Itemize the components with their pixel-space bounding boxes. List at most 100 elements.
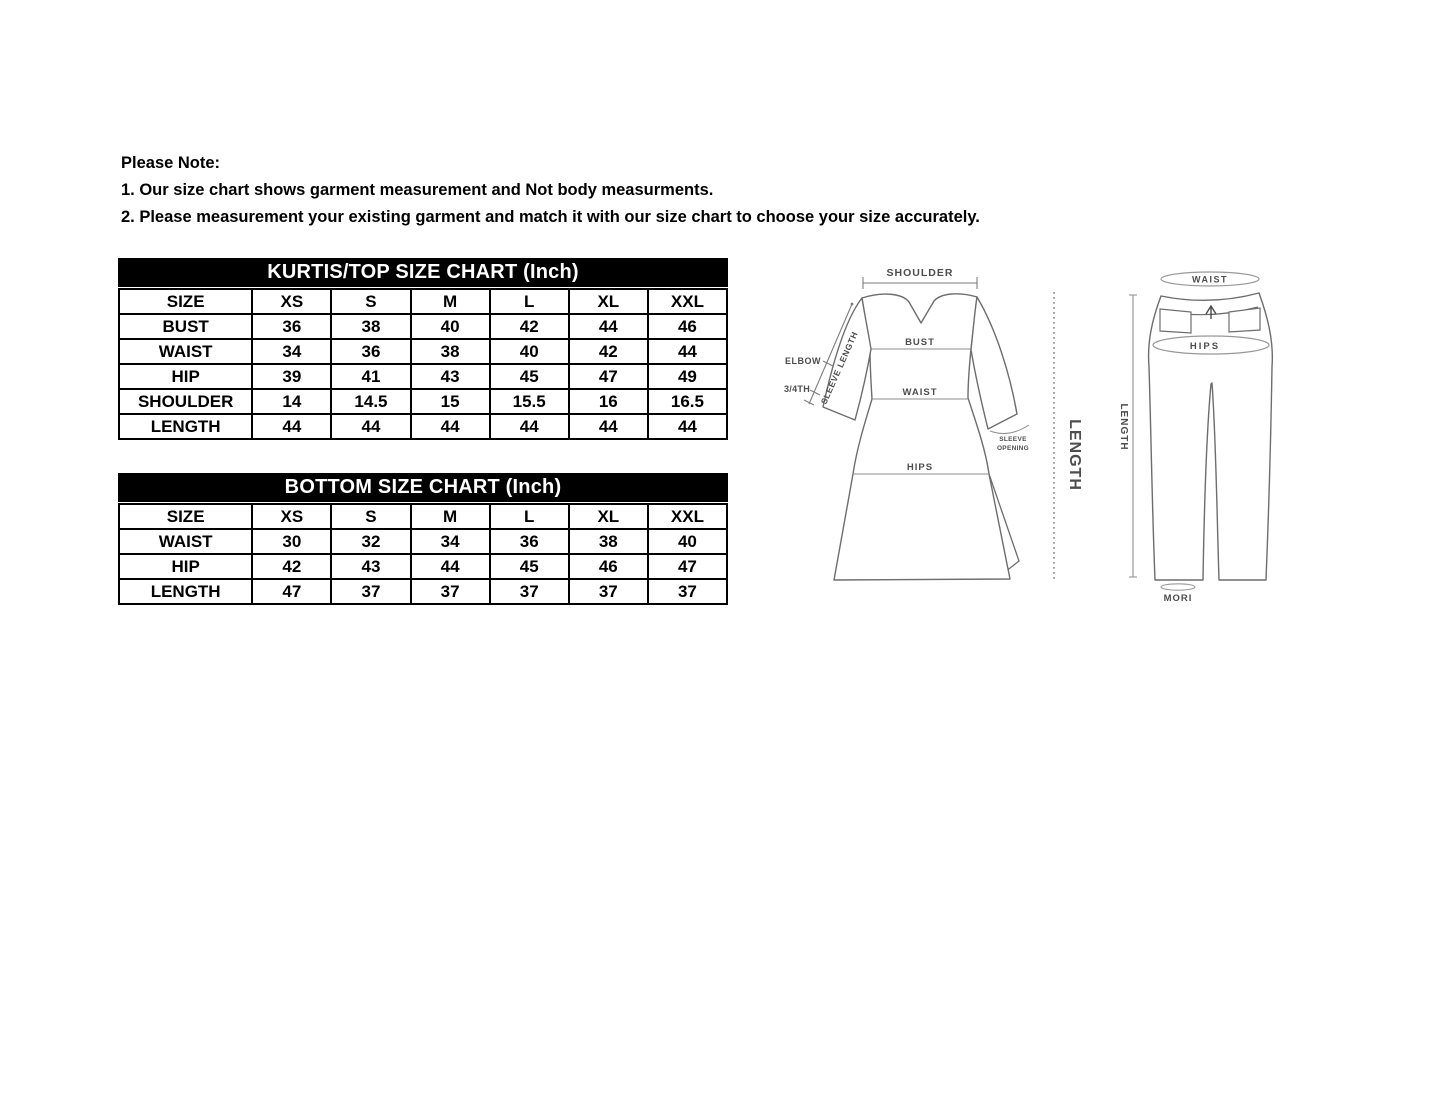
size-data-row: LENGTH 47 37 37 37 37 37 — [117, 578, 729, 605]
value-cell: 37 — [488, 578, 570, 605]
hips-label: HIPS — [907, 462, 933, 473]
sleeve-opening-label-2: OPENING — [997, 445, 1029, 452]
value-cell: 32 — [330, 528, 412, 555]
size-data-row: BUST 36 38 40 42 44 46 — [117, 313, 729, 340]
pants-outline — [1147, 292, 1274, 581]
row-label-cell: WAIST — [117, 338, 254, 365]
value-cell: 37 — [646, 578, 729, 605]
kurti-right-sleeve — [970, 296, 1018, 430]
pants-hips-label: HIPS — [1190, 341, 1220, 352]
value-cell: 45 — [488, 363, 570, 390]
waist-label: WAIST — [902, 387, 937, 398]
value-cell: 40 — [488, 338, 570, 365]
pants-right-pocket — [1228, 307, 1261, 333]
value-cell: 37 — [330, 578, 412, 605]
value-cell: 36 — [330, 338, 412, 365]
size-data-row: LENGTH 44 44 44 44 44 44 — [117, 413, 729, 440]
sleeve-measure-end-dot — [850, 302, 854, 306]
value-cell: L — [488, 503, 570, 530]
value-cell: 44 — [330, 413, 412, 440]
pants-fly-arrow — [1205, 304, 1217, 319]
shoulder-measure-line — [862, 277, 978, 289]
bust-label: BUST — [905, 337, 935, 348]
size-data-row: HIP 39 41 43 45 47 49 — [117, 363, 729, 390]
value-cell: 42 — [251, 553, 333, 580]
bottom-size-table: SIZE XS S M L XL XXL WAIST 30 32 34 36 38 40 HIP 42 43 44… — [117, 503, 729, 605]
value-cell: 38 — [330, 313, 412, 340]
value-cell: 15 — [409, 388, 491, 415]
value-cell: 41 — [330, 363, 412, 390]
value-cell: XXL — [646, 288, 729, 315]
pants-waist-ellipse — [1160, 271, 1260, 287]
pants-left-pocket — [1159, 308, 1192, 334]
row-label-cell: SHOULDER — [117, 388, 254, 415]
mori-label: MORI — [1164, 593, 1193, 604]
row-label-cell: WAIST — [117, 528, 254, 555]
value-cell: XXL — [646, 503, 729, 530]
kurtis-top-size-table: SIZE XS S M L XL XXL BUST 36 38 40 42 44 46 WAIST 34 36 3… — [117, 288, 729, 440]
note-heading: Please Note: — [121, 154, 221, 172]
value-cell: 36 — [251, 313, 333, 340]
value-cell: 42 — [567, 338, 649, 365]
value-cell: XL — [567, 503, 649, 530]
note-block: Please Note: 1. Our size chart shows gar… — [121, 150, 1221, 231]
value-cell: M — [409, 288, 491, 315]
pants-length-line — [1129, 294, 1137, 578]
value-cell: 40 — [646, 528, 729, 555]
row-label-cell: SIZE — [117, 503, 254, 530]
value-cell: 46 — [567, 553, 649, 580]
size-header-row: SIZE XS S M L XL XXL — [117, 288, 729, 315]
value-cell: 44 — [567, 313, 649, 340]
value-cell: 45 — [488, 553, 570, 580]
size-data-row: WAIST 34 36 38 40 42 44 — [117, 338, 729, 365]
value-cell: 42 — [488, 313, 570, 340]
value-cell: XL — [567, 288, 649, 315]
value-cell: S — [330, 288, 412, 315]
pants-mori-ellipse — [1160, 583, 1196, 591]
size-data-row: SHOULDER 14 14.5 15 15.5 16 16.5 — [117, 388, 729, 415]
value-cell: 34 — [251, 338, 333, 365]
sleeve-opening-bracket — [989, 424, 1030, 434]
row-label-cell: HIP — [117, 553, 254, 580]
value-cell: 16 — [567, 388, 649, 415]
row-label-cell: LENGTH — [117, 578, 254, 605]
value-cell: 30 — [251, 528, 333, 555]
value-cell: XS — [251, 503, 333, 530]
kurtis-top-chart-title: KURTIS/TOP SIZE CHART (Inch) — [118, 258, 728, 287]
kurtis-top-size-chart: KURTIS/TOP SIZE CHART (Inch) SIZE XS S M L XL… — [117, 258, 729, 440]
value-cell: 14 — [251, 388, 333, 415]
value-cell: 44 — [646, 413, 729, 440]
value-cell: 44 — [646, 338, 729, 365]
value-cell: 47 — [567, 363, 649, 390]
pants-hips-ellipse — [1152, 335, 1270, 355]
kurti-left-sleeve — [822, 297, 872, 421]
sleeve-measure-line — [803, 303, 853, 406]
row-label-cell: HIP — [117, 363, 254, 390]
value-cell: 39 — [251, 363, 333, 390]
value-cell: 47 — [251, 578, 333, 605]
note-line-2: 2. Please measurement your existing garm… — [121, 208, 980, 226]
value-cell: 34 — [409, 528, 491, 555]
value-cell: S — [330, 503, 412, 530]
value-cell: 40 — [409, 313, 491, 340]
row-label-cell: SIZE — [117, 288, 254, 315]
value-cell: 44 — [567, 413, 649, 440]
bottom-chart-title: BOTTOM SIZE CHART (Inch) — [118, 473, 728, 502]
kurti-measurement-diagram: SHOULDER ELBOW 3/4TH SLEEVE LENGTH BUST … — [784, 267, 1083, 581]
value-cell: XS — [251, 288, 333, 315]
bottom-size-chart: BOTTOM SIZE CHART (Inch) SIZE XS S M L XL XXL W… — [117, 473, 729, 605]
value-cell: 36 — [488, 528, 570, 555]
size-data-row: HIP 42 43 44 45 46 47 — [117, 553, 729, 580]
pants-measurement-diagram: LENGTH MORI WAIST HIPS — [1118, 271, 1274, 604]
kurti-side-slit-flap — [988, 473, 1020, 573]
size-data-row: WAIST 30 32 34 36 38 40 — [117, 528, 729, 555]
shoulder-label: SHOULDER — [887, 267, 954, 279]
sleeve-opening-label-1: SLEEVE — [999, 436, 1027, 443]
row-label-cell: BUST — [117, 313, 254, 340]
value-cell: 44 — [409, 413, 491, 440]
three-fourth-label: 3/4TH — [784, 384, 810, 394]
value-cell: 44 — [251, 413, 333, 440]
elbow-label: ELBOW — [785, 356, 821, 366]
value-cell: 43 — [409, 363, 491, 390]
